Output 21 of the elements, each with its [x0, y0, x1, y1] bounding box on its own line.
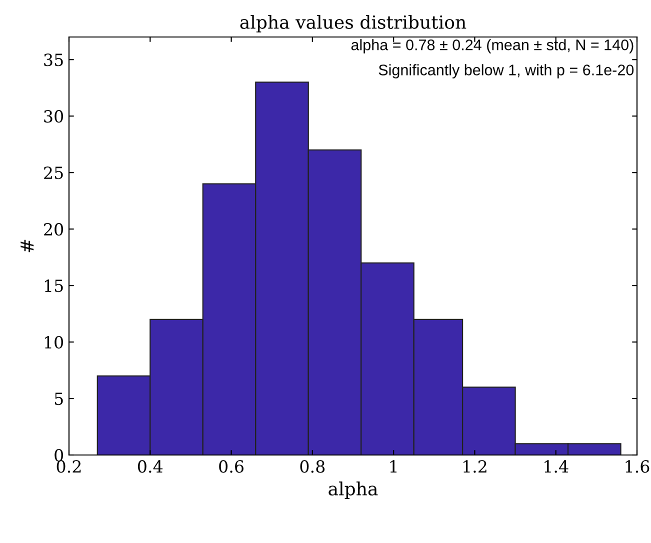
chart-title: alpha values distribution: [240, 14, 466, 32]
x-tick-label: 1: [390, 460, 397, 473]
annotation: alpha = 0.78 ± 0.24 (mean ± std, N = 140): [351, 39, 634, 54]
x-tick-label: 0.6: [219, 460, 244, 473]
x-tick-label: 1.2: [463, 460, 486, 473]
y-axis-title: #: [20, 240, 34, 252]
y-tick-label: 0: [54, 448, 64, 462]
y-tick-label: 5: [54, 392, 63, 406]
x-tick-label: 0.4: [138, 460, 163, 473]
y-tick-label: 15: [44, 280, 63, 292]
x-axis-title: alpha: [328, 482, 378, 500]
y-tick-label: 25: [44, 166, 63, 180]
x-tick-label: 1.6: [626, 460, 650, 473]
x-tick-label: 1.4: [544, 460, 568, 473]
x-tick-label: 0.2: [56, 460, 81, 473]
annotation: Significantly below 1, with p = 6.1e-20: [378, 64, 634, 78]
y-tick-label: 10: [44, 336, 64, 349]
y-tick-label: 30: [44, 110, 64, 123]
y-tick-label: 35: [44, 54, 63, 66]
x-tick-label: 0.8: [300, 460, 325, 473]
y-tick-label: 20: [44, 223, 64, 236]
